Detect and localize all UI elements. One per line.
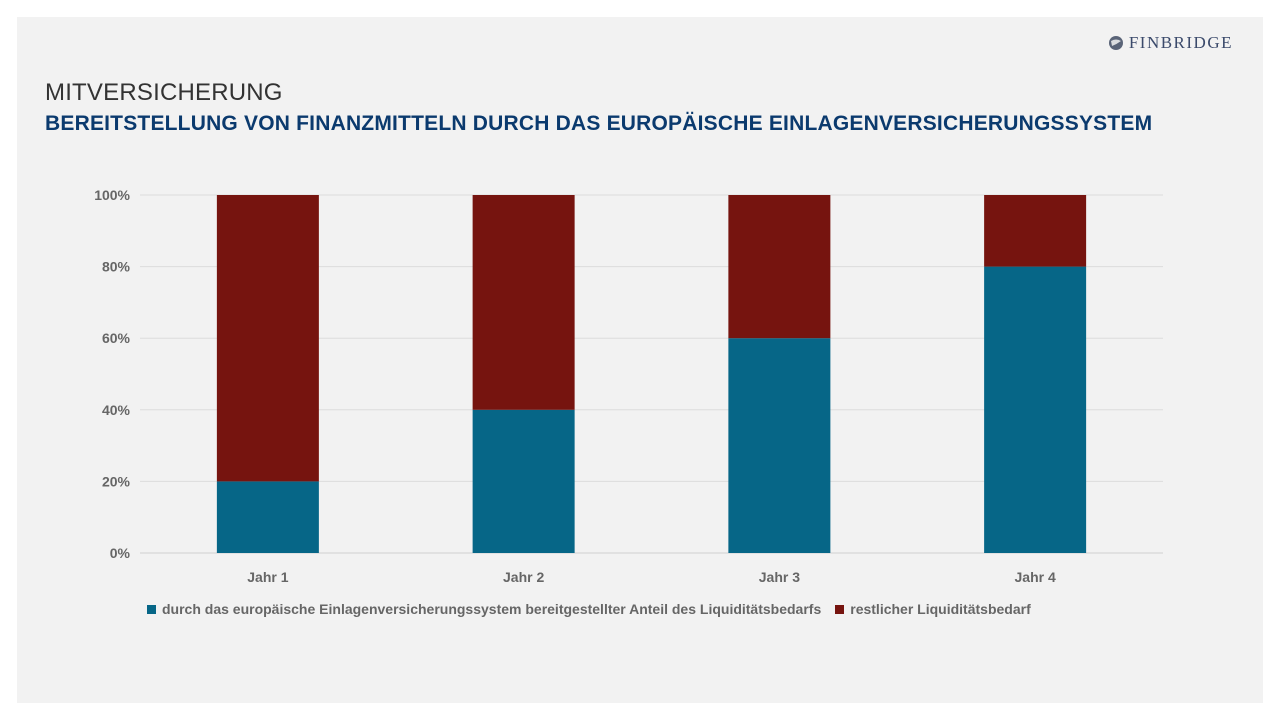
bar-3-series-2: [728, 195, 831, 339]
y-tick-label: 40%: [102, 402, 131, 418]
x-tick-label: Jahr 2: [503, 569, 544, 585]
legend-label-series-1: durch das europäische Einlagenversicheru…: [162, 601, 822, 617]
bar-4-series-1: [984, 266, 1087, 553]
x-tick-label: Jahr 3: [759, 569, 800, 585]
slide: FINBRIDGE MITVERSICHERUNG BEREITSTELLUNG…: [17, 17, 1263, 703]
bar-1-series-2: [216, 195, 319, 482]
legend-swatch-series-1: [147, 604, 156, 614]
y-tick-label: 60%: [102, 330, 131, 346]
logo-text: FINBRIDGE: [1128, 33, 1233, 52]
chart-legend: durch das europäische Einlagenversicheru…: [147, 601, 1045, 617]
bar-2-series-2: [472, 195, 575, 410]
bar-4-series-2: [984, 195, 1087, 267]
y-tick-label: 80%: [102, 259, 131, 275]
page-title: MITVERSICHERUNG: [45, 79, 283, 106]
bar-1-series-1: [216, 481, 319, 553]
page-subtitle: BEREITSTELLUNG VON FINANZMITTELN DURCH D…: [45, 112, 1153, 135]
finbridge-logo: FINBRIDGE: [1108, 33, 1233, 53]
legend-item-series-1: durch das europäische Einlagenversicheru…: [147, 601, 821, 617]
legend-label-series-2: restlicher Liquiditätsbedarf: [850, 601, 1031, 617]
stacked-bar-chart: 0% 20% 40% 60% 80% 100% Jahr 1 Jahr 2 Jahr 3 Jahr…: [94, 187, 1163, 585]
bar-2-series-1: [472, 409, 575, 553]
x-tick-label: Jahr 4: [1015, 569, 1056, 585]
legend-item-series-2: restlicher Liquiditätsbedarf: [835, 601, 1031, 617]
y-tick-label: 20%: [102, 473, 131, 489]
y-tick-label: 100%: [94, 187, 130, 203]
globe-icon: [1108, 36, 1123, 50]
bar-3-series-1: [728, 338, 831, 553]
x-tick-label: Jahr 1: [247, 569, 288, 585]
y-tick-label: 0%: [110, 545, 131, 561]
legend-swatch-series-2: [835, 604, 845, 614]
